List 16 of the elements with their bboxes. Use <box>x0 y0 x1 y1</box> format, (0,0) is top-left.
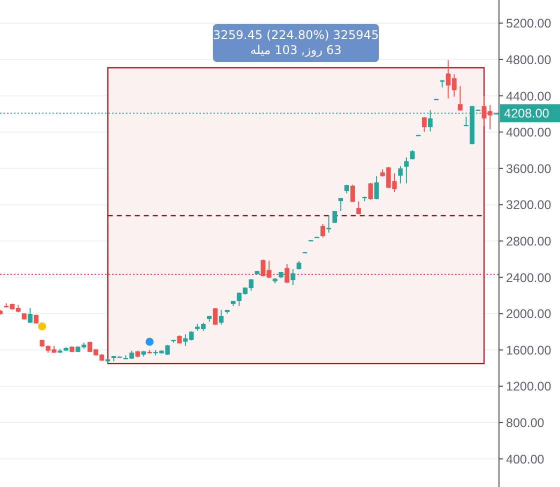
y-tick-label: 4400.00 <box>506 89 552 104</box>
y-tick-label: 3600.00 <box>506 162 552 176</box>
y-tick-label: 2400.00 <box>506 270 552 285</box>
y-tick-label: 4000.00 <box>506 126 552 140</box>
y-tick-label: 1600.00 <box>506 343 552 358</box>
y-tick-label: 1200.00 <box>506 380 552 394</box>
y-tick-label: 400.00 <box>506 452 544 466</box>
ref-line-label: 4208.00 <box>504 106 550 121</box>
y-tick-label: 800.00 <box>506 416 544 430</box>
y-tick-label: 2000.00 <box>506 307 552 322</box>
y-tick-label: 5200.00 <box>506 16 552 31</box>
annotation: 3259.45 (224.80%) 325945 <box>213 28 379 42</box>
y-tick-label: 2800.00 <box>506 234 552 249</box>
annotation: 63 روز, 103 میله <box>250 43 342 57</box>
y-tick-label: 4800.00 <box>506 52 552 67</box>
y-tick-label: 3200.00 <box>506 198 552 212</box>
